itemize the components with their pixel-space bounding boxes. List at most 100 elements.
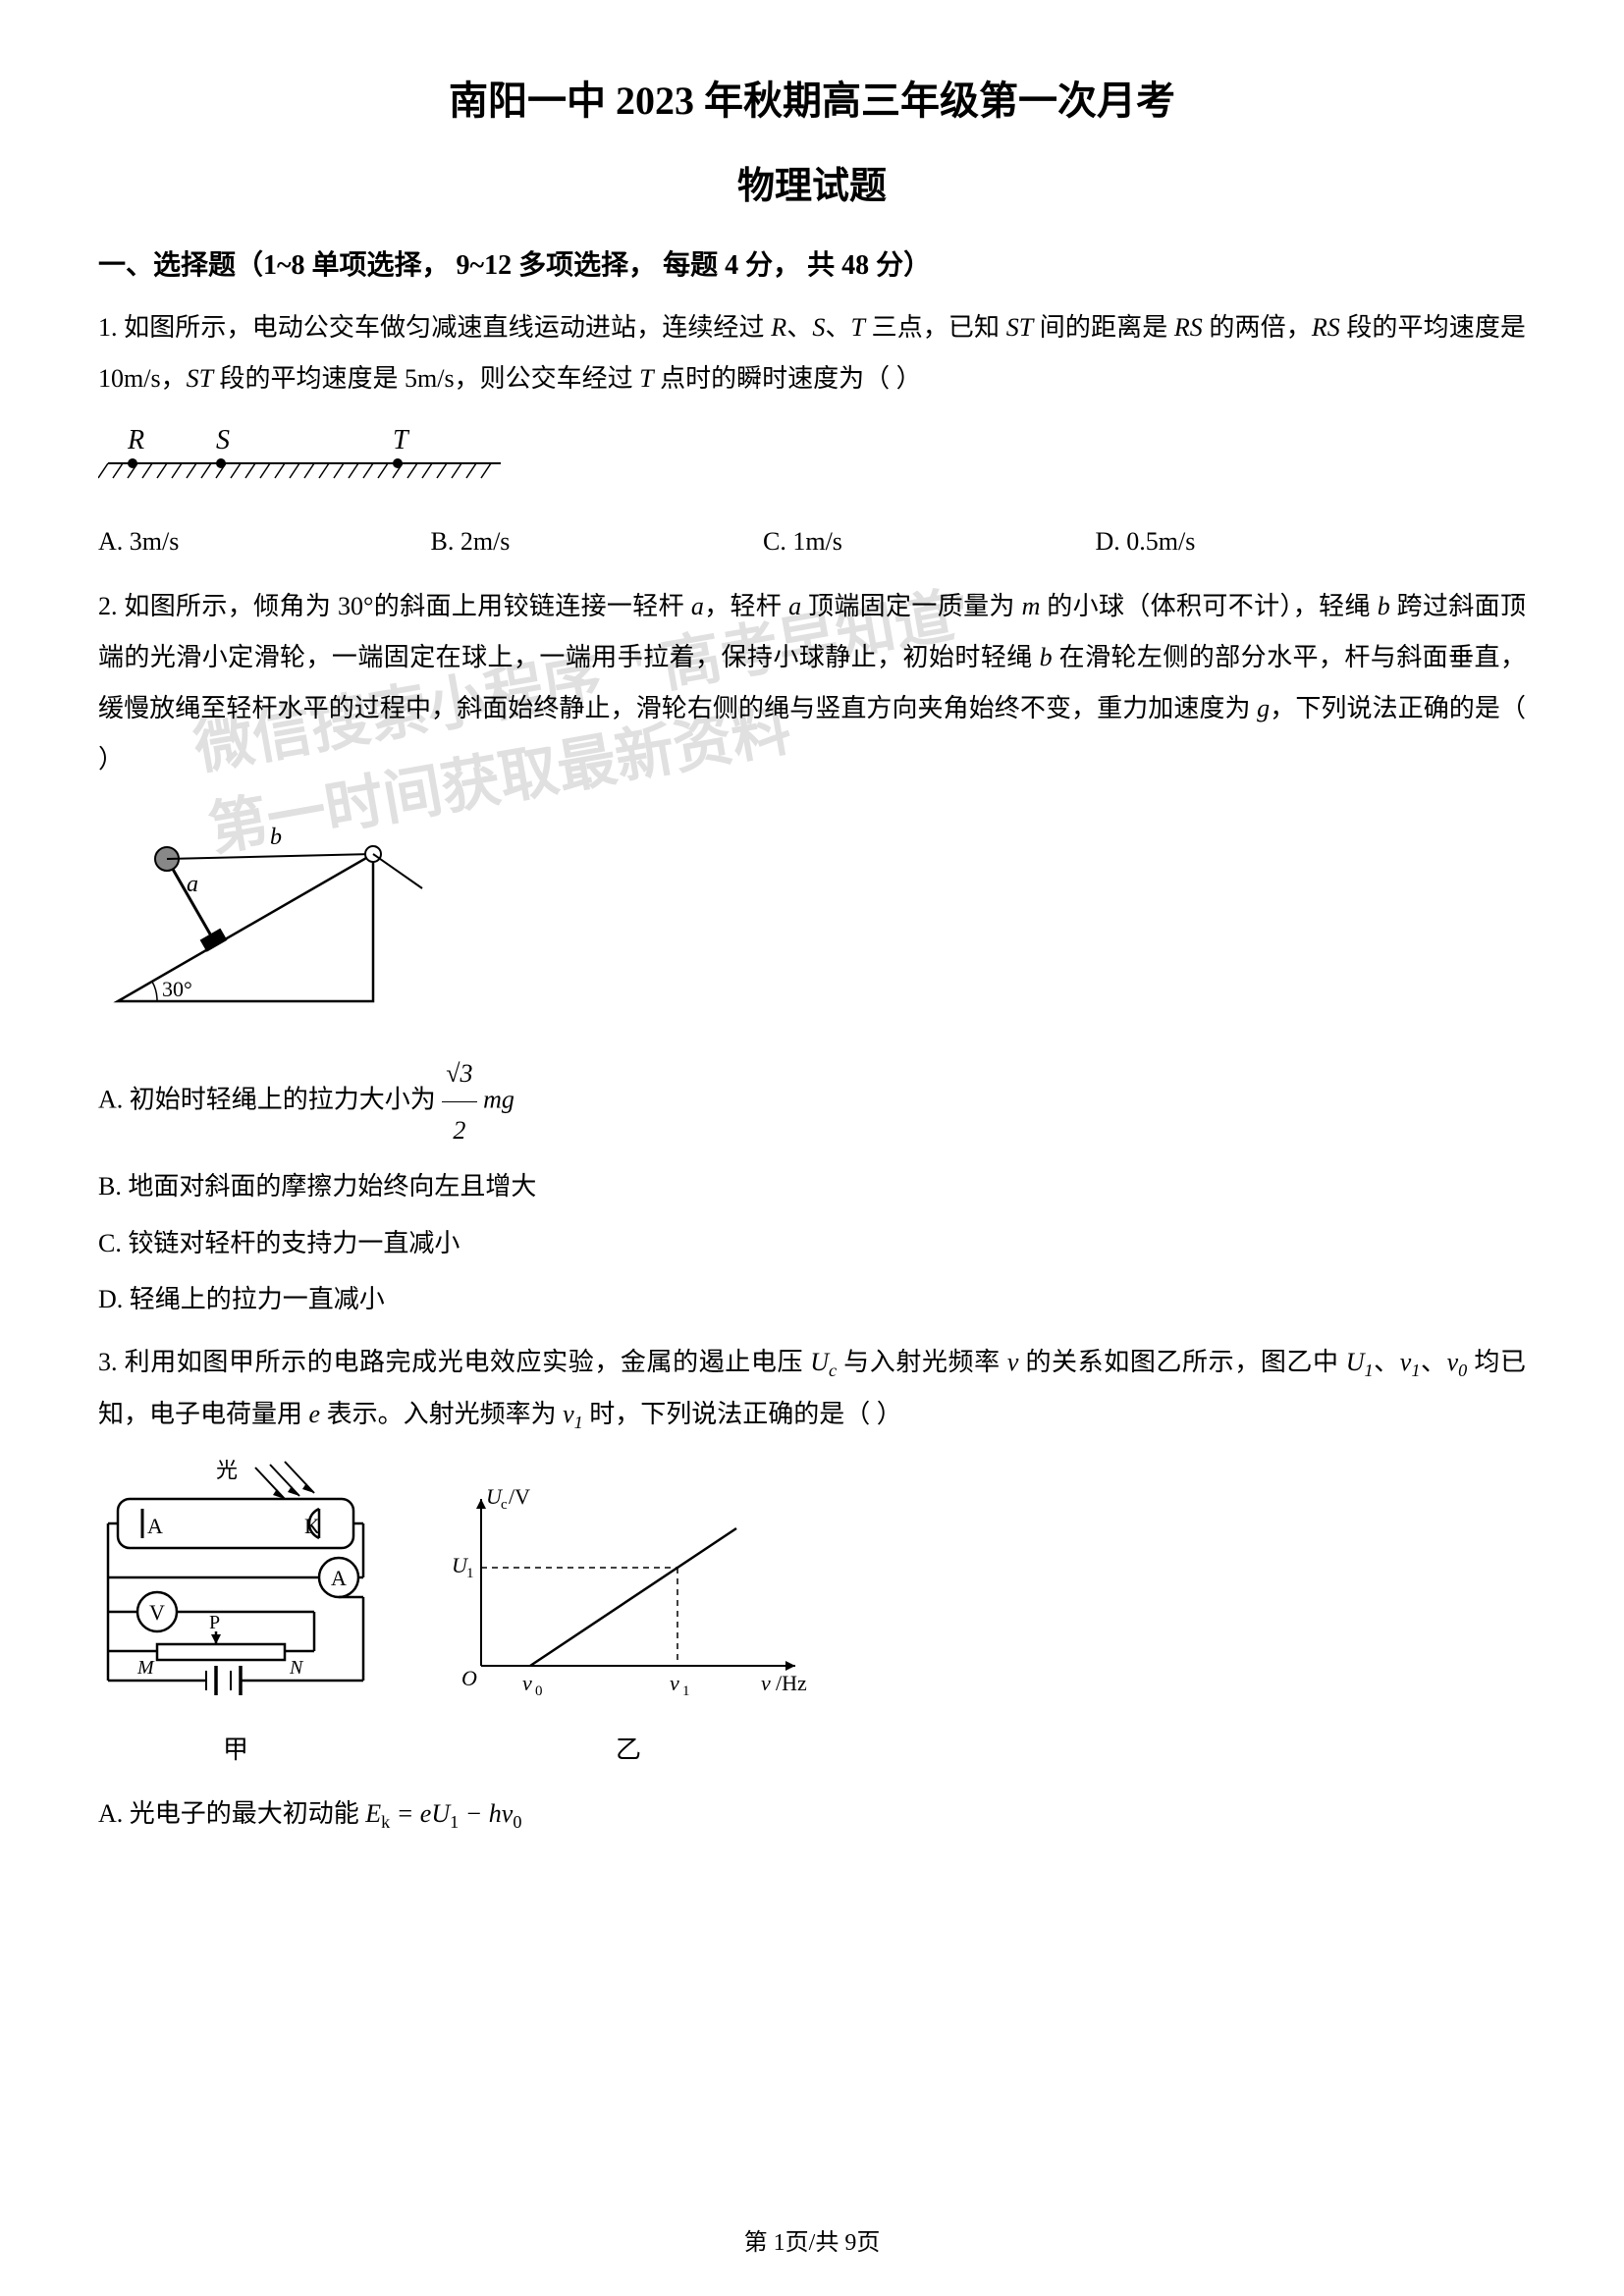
q3-nu0-sub: 0	[1458, 1361, 1467, 1380]
q3-optA-eq: = eU	[390, 1799, 450, 1828]
svg-text:a: a	[187, 872, 198, 897]
q2-t1: 2. 如图所示，倾角为 30°的斜面上用铰链连接一轻杆	[98, 592, 691, 620]
q3-figures: A K 光 A	[98, 1460, 1526, 1766]
q1-T2: T	[639, 364, 653, 393]
q3-t2: 与入射光频率	[837, 1348, 1007, 1376]
q1-figure: R S T	[98, 424, 1526, 507]
svg-text:P: P	[209, 1612, 220, 1633]
q3-nu0: ν	[1447, 1348, 1459, 1376]
svg-text:c: c	[501, 1497, 508, 1513]
q1-options: A. 3m/s B. 2m/s C. 1m/s D. 0.5m/s	[98, 527, 1526, 557]
q1-t7: 段的平均速度是 5m/s，则公交车经过	[213, 364, 639, 393]
q3-optA-pre: A. 光电子的最大初动能	[98, 1799, 365, 1828]
q2-b1: b	[1378, 592, 1390, 620]
q3-optA-1: 1	[450, 1812, 459, 1832]
q3-U1: U	[1346, 1348, 1365, 1376]
q1-t8: 点时的瞬时速度为（ ）	[654, 364, 922, 393]
svg-text:1: 1	[682, 1683, 690, 1699]
svg-text:A: A	[147, 1514, 163, 1538]
q2-optA-num: √3	[442, 1045, 476, 1102]
q3-optA-0: 0	[513, 1812, 521, 1832]
q2-optA-frac: √3 2	[442, 1045, 476, 1158]
svg-text:M: M	[136, 1657, 155, 1679]
q3-Uc-sub: c	[829, 1361, 837, 1380]
q3-figure-yi: U c /V U 1 O ν 0 ν 1 ν /Hz 乙	[432, 1479, 825, 1766]
q2-m: m	[1022, 592, 1041, 620]
q1-t2b: 、	[825, 313, 850, 342]
q3-nu: ν	[1007, 1348, 1019, 1376]
question-2: 2. 如图所示，倾角为 30°的斜面上用铰链连接一轻杆 a，轻杆 a 顶端固定一…	[98, 581, 1526, 785]
q3-t1: 3. 利用如图甲所示的电路完成光电效应实验，金属的遏止电压	[98, 1348, 810, 1376]
q1-fig-R-label: R	[127, 425, 144, 455]
q1-ST: ST	[1006, 313, 1033, 342]
q2-t2: ，轻杆	[704, 592, 788, 620]
q1-t2a: 、	[786, 313, 812, 342]
q1-t3: 三点，已知	[865, 313, 1006, 342]
q3-U1-sub: 1	[1364, 1361, 1373, 1380]
q2-optA-den: 2	[442, 1102, 476, 1158]
q2-optB: B. 地面对斜面的摩擦力始终向左且增大	[98, 1158, 1526, 1214]
svg-text:ν: ν	[522, 1671, 532, 1695]
svg-text:30°: 30°	[162, 977, 192, 1001]
q3-nu1b: ν	[563, 1400, 574, 1428]
q2-optA-post: mg	[483, 1086, 514, 1114]
q3-jia-label: 甲	[98, 1730, 373, 1766]
q3-figure-jia: A K 光 A	[98, 1460, 373, 1766]
q1-S: S	[812, 313, 825, 342]
q3-yi-label: 乙	[432, 1730, 825, 1766]
q1-R: R	[771, 313, 786, 342]
q3-t8: 时，下列说法正确的是（ ）	[583, 1400, 902, 1428]
svg-text:V: V	[149, 1600, 165, 1625]
q3-t5: 、	[1420, 1348, 1446, 1376]
q1-t1: 1. 如图所示，电动公交车做匀减速直线运动进站，连续经过	[98, 313, 771, 342]
q2-optC: C. 铰链对轻杆的支持力一直减小	[98, 1215, 1526, 1271]
q3-t7: 表示。入射光频率为	[320, 1400, 563, 1428]
q2-t4: 的小球（体积可不计），轻绳	[1040, 592, 1377, 620]
q3-t4: 、	[1374, 1348, 1400, 1376]
svg-text:ν: ν	[761, 1671, 771, 1695]
q3-t3: 的关系如图乙所示，图乙中	[1018, 1348, 1345, 1376]
question-1: 1. 如图所示，电动公交车做匀减速直线运动进站，连续经过 R、S、T 三点，已知…	[98, 302, 1526, 404]
svg-text:N: N	[289, 1657, 304, 1679]
q2-options: A. 初始时轻绳上的拉力大小为 √3 2 mg B. 地面对斜面的摩擦力始终向左…	[98, 1045, 1526, 1327]
q1-text: 1. 如图所示，电动公交车做匀减速直线运动进站，连续经过 R、S、T 三点，已知…	[98, 302, 1526, 404]
q3-optA: A. 光电子的最大初动能 Ek = eU1 − hν0	[98, 1786, 1526, 1842]
q3-nu1b-sub: 1	[574, 1413, 583, 1432]
q1-ST2: ST	[187, 364, 213, 393]
q1-t5: 的两倍，	[1203, 313, 1312, 342]
q2-g: g	[1257, 694, 1270, 722]
q3-text: 3. 利用如图甲所示的电路完成光电效应实验，金属的遏止电压 Uc 与入射光频率 …	[98, 1337, 1526, 1440]
q3-options: A. 光电子的最大初动能 Ek = eU1 − hν0	[98, 1786, 1526, 1842]
q2-optA-pre: A. 初始时轻绳上的拉力大小为	[98, 1086, 436, 1114]
title-sub: 物理试题	[98, 155, 1526, 209]
q3-optA-minus: − hν	[459, 1799, 513, 1828]
q2-a2: a	[788, 592, 801, 620]
q1-t4: 间的距离是	[1033, 313, 1174, 342]
q1-fig-S-label: S	[216, 425, 230, 455]
svg-text:b: b	[270, 825, 282, 850]
svg-text:O: O	[461, 1666, 477, 1690]
svg-text:光: 光	[216, 1460, 238, 1482]
q2-b2: b	[1040, 643, 1053, 671]
svg-text:/Hz: /Hz	[776, 1671, 807, 1695]
q3-e: e	[309, 1400, 321, 1428]
q1-RS: RS	[1174, 313, 1203, 342]
page-footer: 第 1页/共 9页	[0, 2222, 1624, 2257]
svg-text:ν: ν	[670, 1671, 679, 1695]
svg-text:/V: /V	[509, 1484, 530, 1509]
svg-text:1: 1	[466, 1566, 474, 1581]
q1-optA: A. 3m/s	[98, 527, 431, 557]
q3-Uc: U	[810, 1348, 829, 1376]
q1-RS2: RS	[1312, 313, 1340, 342]
q2-text: 2. 如图所示，倾角为 30°的斜面上用铰链连接一轻杆 a，轻杆 a 顶端固定一…	[98, 581, 1526, 785]
q2-figure: 30° a b	[98, 805, 1526, 1026]
q1-fig-T-label: T	[393, 425, 410, 455]
svg-text:0: 0	[535, 1683, 543, 1699]
q2-a1: a	[691, 592, 704, 620]
section-header: 一、选择题（1~8 单项选择， 9~12 多项选择， 每题 4 分， 共 48 …	[98, 243, 1526, 283]
q2-t3: 顶端固定一质量为	[801, 592, 1022, 620]
q1-optD: D. 0.5m/s	[1096, 527, 1429, 557]
q2-optD: D. 轻绳上的拉力一直减小	[98, 1271, 1526, 1327]
question-3: 3. 利用如图甲所示的电路完成光电效应实验，金属的遏止电压 Uc 与入射光频率 …	[98, 1337, 1526, 1440]
q3-optA-E: E	[365, 1799, 381, 1828]
